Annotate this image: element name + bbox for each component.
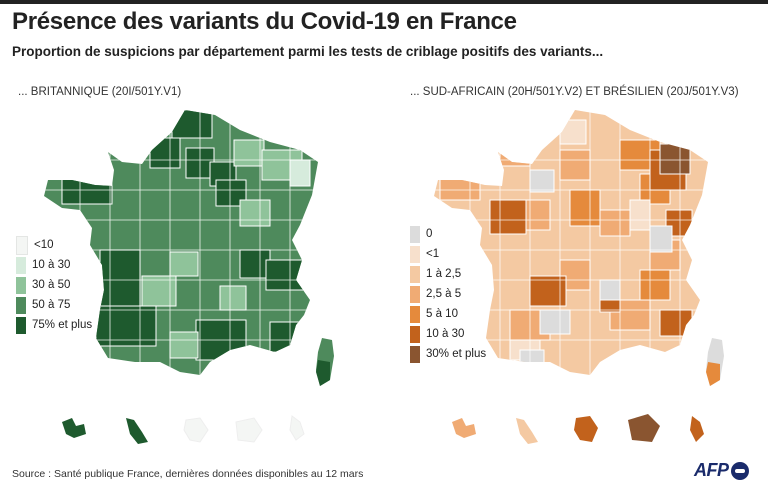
legend-item: 10 à 30 bbox=[410, 324, 486, 344]
left-overseas bbox=[62, 415, 305, 444]
left-legend: <10 10 à 30 30 à 50 50 à 75 75% et plus bbox=[16, 235, 92, 335]
left-panel-label: ... BRITANNIQUE (20I/501Y.V1) bbox=[18, 86, 182, 98]
map-subtitle: Proportion de suspicions par département… bbox=[12, 44, 604, 59]
legend-item: 50 à 75 bbox=[16, 295, 92, 315]
right-legend: 0 <1 1 à 2,5 2,5 à 5 5 à 10 10 à 30 30% … bbox=[410, 224, 486, 364]
afp-logo: AFP bbox=[694, 460, 749, 481]
legend-item: 1 à 2,5 bbox=[410, 264, 486, 284]
legend-item: 5 à 10 bbox=[410, 304, 486, 324]
legend-item: <1 bbox=[410, 244, 486, 264]
top-rule bbox=[0, 0, 768, 4]
legend-item: 75% et plus bbox=[16, 315, 92, 335]
legend-item: <10 bbox=[16, 235, 92, 255]
legend-item: 10 à 30 bbox=[16, 255, 92, 275]
right-panel-label: ... SUD-AFRICAIN (20H/501Y.V2) ET BRÉSIL… bbox=[410, 86, 739, 98]
map-title: Présence des variants du Covid-19 en Fra… bbox=[12, 8, 517, 35]
legend-item: 0 bbox=[410, 224, 486, 244]
right-overseas bbox=[452, 414, 704, 444]
source-note: Source : Santé publique France, dernière… bbox=[12, 468, 364, 480]
legend-item: 30 à 50 bbox=[16, 275, 92, 295]
legend-item: 2,5 à 5 bbox=[410, 284, 486, 304]
afp-dot-icon bbox=[730, 461, 749, 480]
legend-item: 30% et plus bbox=[410, 344, 486, 364]
logo-text: AFP bbox=[694, 460, 729, 480]
maps-svg: <10 10 à 30 30 à 50 50 à 75 75% et plus bbox=[16, 110, 724, 444]
